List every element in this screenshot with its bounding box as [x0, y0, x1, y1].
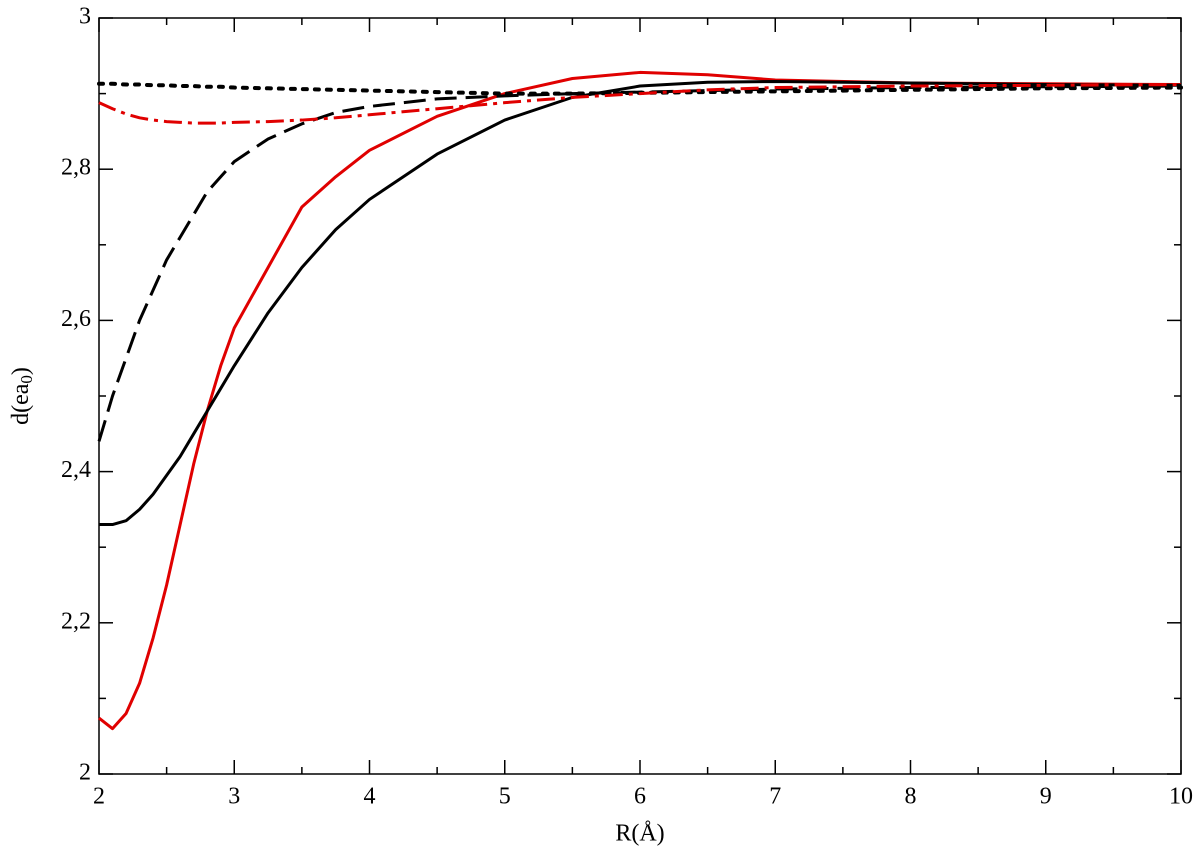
y-axis-label: d(ea0) [8, 367, 36, 425]
x-tick-label: 10 [1169, 784, 1193, 810]
y-tick-label: 2,2 [61, 608, 91, 634]
line-series [98, 83, 1182, 125]
x-tick-label: 7 [769, 784, 781, 810]
x-tick-label: 5 [499, 784, 511, 810]
x-tick-label: 2 [93, 784, 105, 810]
x-tick-label: 6 [634, 784, 646, 810]
x-axis-label: R(Å) [615, 821, 664, 847]
x-tick-label: 8 [905, 784, 917, 810]
x-tick-label: 9 [1040, 784, 1052, 810]
line-series [99, 80, 1182, 527]
line-series [97, 81, 1183, 96]
y-tick-label: 2,4 [61, 457, 91, 483]
x-tick-label: 4 [364, 784, 376, 810]
y-axis-label-text: d(ea [8, 383, 34, 425]
y-tick-label: 2 [79, 760, 91, 786]
y-axis-label-subscript: 0 [17, 375, 36, 384]
plot-frame [98, 17, 1182, 775]
y-tick-label: 2,8 [61, 155, 91, 181]
x-tick-label: 3 [228, 784, 240, 810]
y-tick-label: 2,6 [61, 306, 91, 332]
line-series [97, 84, 1182, 442]
y-axis-label-close: ) [8, 367, 34, 375]
y-tick-label: 3 [79, 4, 91, 30]
line-series [98, 70, 1182, 731]
